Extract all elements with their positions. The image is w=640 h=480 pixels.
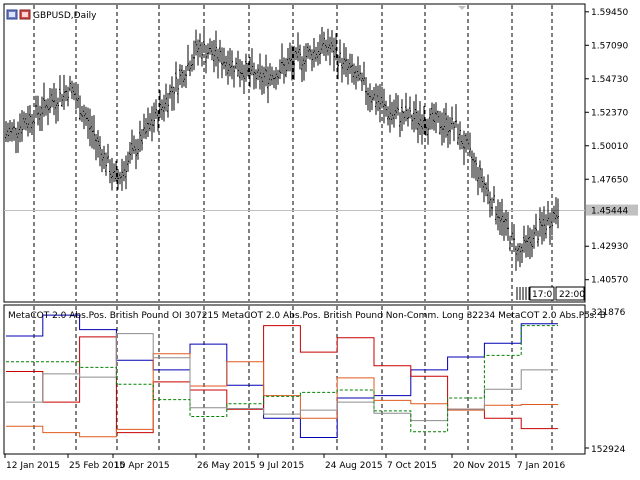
time-badge-left-text: 17:0 (532, 290, 552, 300)
period-separators (33, 5, 553, 453)
price-axis-label: 1.47650 (591, 175, 628, 185)
price-axis-label: 1.42930 (591, 242, 628, 252)
time-axis-label: 7 Oct 2015 (387, 461, 437, 471)
time-axis-label: 25 Feb 2015 (69, 461, 125, 471)
time-axis-label: 10 Apr 2015 (114, 461, 170, 471)
price-axis-label: 1.57090 (591, 41, 628, 51)
time-axis-label: 12 Jan 2015 (6, 461, 60, 471)
symbol-title: GBPUSD,Daily (33, 11, 97, 21)
chart-window-icon-inner (9, 12, 15, 17)
indicator-header: MetaCOT 2.0 Abs.Pos. British Pound OI 30… (8, 311, 606, 321)
price-axis-label: 1.40570 (591, 276, 628, 286)
current-price-label: 1.45444 (591, 207, 628, 217)
cot-series-line (6, 325, 558, 433)
cot-series-line (6, 353, 558, 438)
price-bars (5, 26, 559, 271)
price-axis-label: 1.52370 (591, 108, 628, 118)
time-axis-label: 9 Jul 2015 (259, 461, 304, 471)
chart-type-icon-inner (22, 12, 28, 17)
price-axis-label: 1.59450 (591, 8, 628, 18)
indicator-min-label: 152924 (591, 445, 626, 455)
window-title-group: GBPUSD,Daily (6, 9, 97, 21)
current-price-tag (586, 204, 638, 216)
price-axis[interactable]: 1.59450 1.57090 1.54730 1.52370 1.50010 1.476… (585, 8, 628, 286)
shift-marker-icon[interactable] (458, 6, 466, 10)
cot-series-line (6, 314, 558, 438)
time-axis-label: 26 May 2015 (197, 461, 256, 471)
time-badge-left (529, 286, 555, 301)
time-badge: 17:0 22:00 (516, 286, 585, 301)
time-axis-label: 24 Aug 2015 (325, 461, 383, 471)
price-axis-label: 1.54730 (591, 75, 628, 85)
time-badge-right-text: 22:00 (559, 290, 585, 300)
time-badge-right (555, 286, 585, 301)
indicator-panel-frame[interactable] (3, 304, 586, 455)
indicator-max-label: 321876 (591, 308, 626, 318)
time-badge-hatch (516, 287, 530, 300)
cot-lines (6, 314, 558, 438)
time-axis-label: 20 Nov 2015 (453, 461, 511, 471)
cot-series-line (6, 333, 558, 422)
time-axis-label: 7 Jan 2016 (517, 461, 565, 471)
price-axis-label: 1.50010 (591, 142, 628, 152)
